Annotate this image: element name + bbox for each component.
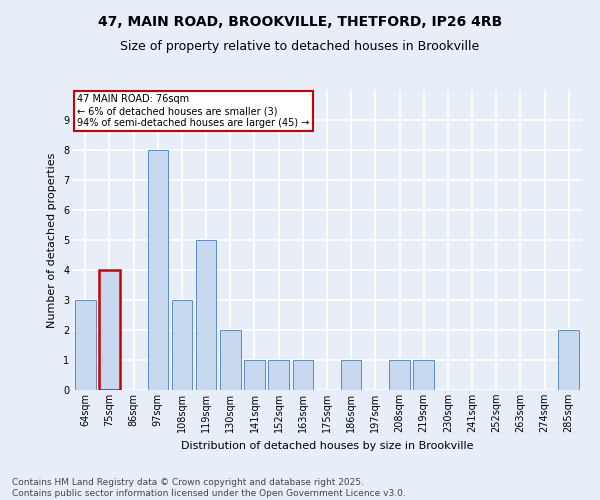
Bar: [559, 330, 579, 390]
Bar: [172, 300, 192, 390]
Bar: [413, 360, 434, 390]
Text: 47, MAIN ROAD, BROOKVILLE, THETFORD, IP26 4RB: 47, MAIN ROAD, BROOKVILLE, THETFORD, IP2…: [98, 15, 502, 29]
Bar: [148, 150, 168, 390]
Bar: [99, 270, 120, 390]
Text: Size of property relative to detached houses in Brookville: Size of property relative to detached ho…: [121, 40, 479, 53]
Bar: [341, 360, 361, 390]
Bar: [268, 360, 289, 390]
X-axis label: Distribution of detached houses by size in Brookville: Distribution of detached houses by size …: [181, 440, 473, 450]
Text: 47 MAIN ROAD: 76sqm
← 6% of detached houses are smaller (3)
94% of semi-detached: 47 MAIN ROAD: 76sqm ← 6% of detached hou…: [77, 94, 310, 128]
Text: Contains HM Land Registry data © Crown copyright and database right 2025.
Contai: Contains HM Land Registry data © Crown c…: [12, 478, 406, 498]
Bar: [75, 300, 95, 390]
Bar: [244, 360, 265, 390]
Bar: [220, 330, 241, 390]
Bar: [196, 240, 217, 390]
Bar: [389, 360, 410, 390]
Y-axis label: Number of detached properties: Number of detached properties: [47, 152, 58, 328]
Bar: [293, 360, 313, 390]
